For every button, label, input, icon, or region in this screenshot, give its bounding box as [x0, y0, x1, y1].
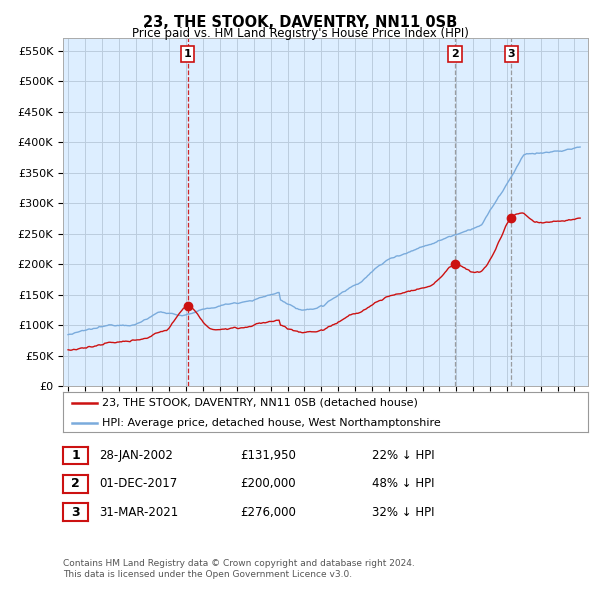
Text: 3: 3 [508, 49, 515, 59]
Text: 2: 2 [71, 477, 80, 490]
Text: Price paid vs. HM Land Registry's House Price Index (HPI): Price paid vs. HM Land Registry's House … [131, 27, 469, 40]
Text: This data is licensed under the Open Government Licence v3.0.: This data is licensed under the Open Gov… [63, 571, 352, 579]
Text: 28-JAN-2002: 28-JAN-2002 [99, 449, 173, 462]
Text: £200,000: £200,000 [240, 477, 296, 490]
Text: 32% ↓ HPI: 32% ↓ HPI [372, 506, 434, 519]
Text: £276,000: £276,000 [240, 506, 296, 519]
Text: 23, THE STOOK, DAVENTRY, NN11 0SB (detached house): 23, THE STOOK, DAVENTRY, NN11 0SB (detac… [103, 398, 418, 408]
Text: £131,950: £131,950 [240, 449, 296, 462]
Text: 23, THE STOOK, DAVENTRY, NN11 0SB: 23, THE STOOK, DAVENTRY, NN11 0SB [143, 15, 457, 30]
Text: Contains HM Land Registry data © Crown copyright and database right 2024.: Contains HM Land Registry data © Crown c… [63, 559, 415, 568]
Text: 1: 1 [71, 449, 80, 462]
Text: 31-MAR-2021: 31-MAR-2021 [99, 506, 178, 519]
Text: 1: 1 [184, 49, 191, 59]
Text: 48% ↓ HPI: 48% ↓ HPI [372, 477, 434, 490]
Text: 2: 2 [451, 49, 459, 59]
Text: 3: 3 [71, 506, 80, 519]
Text: 01-DEC-2017: 01-DEC-2017 [99, 477, 177, 490]
Text: HPI: Average price, detached house, West Northamptonshire: HPI: Average price, detached house, West… [103, 418, 441, 428]
Text: 22% ↓ HPI: 22% ↓ HPI [372, 449, 434, 462]
